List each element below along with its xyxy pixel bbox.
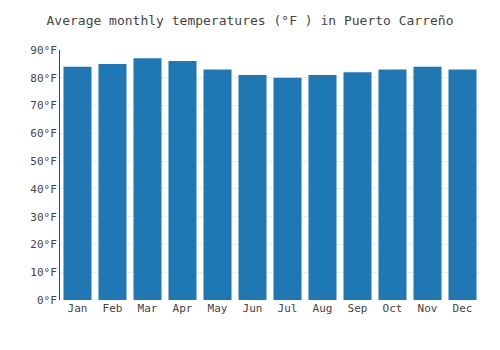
svg-text:Jun: Jun [243, 302, 263, 315]
svg-text:Feb: Feb [103, 302, 123, 315]
svg-text:May: May [208, 302, 228, 315]
svg-text:Apr: Apr [173, 302, 193, 315]
svg-text:50°F: 50°F [30, 155, 57, 168]
svg-text:Nov: Nov [418, 302, 438, 315]
svg-text:70°F: 70°F [30, 99, 57, 112]
svg-text:30°F: 30°F [30, 211, 57, 224]
svg-text:Average monthly temperatures (: Average monthly temperatures (°F ) in Pu… [47, 13, 454, 28]
svg-text:60°F: 60°F [30, 127, 57, 140]
svg-text:Mar: Mar [138, 302, 158, 315]
svg-text:90°F: 90°F [30, 44, 57, 57]
svg-text:Jan: Jan [68, 302, 88, 315]
svg-text:10°F: 10°F [30, 266, 57, 279]
svg-text:80°F: 80°F [30, 72, 57, 85]
svg-text:Aug: Aug [313, 302, 333, 315]
svg-text:0°F: 0°F [37, 294, 57, 307]
svg-text:Sep: Sep [348, 302, 368, 315]
svg-text:Oct: Oct [383, 302, 403, 315]
svg-text:40°F: 40°F [30, 183, 57, 196]
svg-text:Dec: Dec [453, 302, 473, 315]
svg-text:20°F: 20°F [30, 238, 57, 251]
svg-text:Jul: Jul [278, 302, 298, 315]
